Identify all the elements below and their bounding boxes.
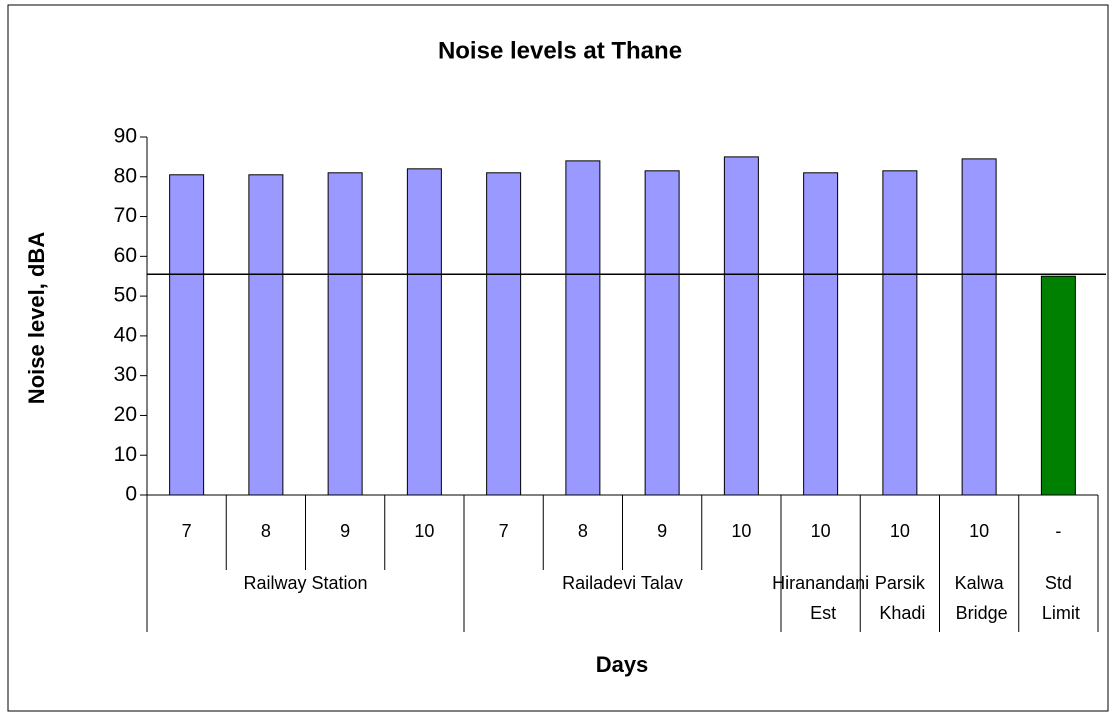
x-tick-label: 8 (578, 521, 588, 541)
bar (169, 174, 205, 496)
chart-title: Noise levels at Thane (438, 37, 682, 64)
x-tick-label: - (1055, 521, 1061, 541)
y-tick-label: 60 (114, 244, 137, 267)
x-tick-label: 9 (340, 521, 350, 541)
y-tick-label: 10 (114, 443, 137, 466)
bar (961, 158, 997, 496)
bar (882, 170, 918, 496)
bar (406, 168, 442, 496)
y-tick-label: 50 (114, 284, 137, 307)
x-axis-label: Days (596, 652, 649, 677)
x-tick-label: 8 (261, 521, 271, 541)
bar (327, 172, 363, 496)
x-tick-label: 10 (731, 521, 751, 541)
x-tick-label: 9 (657, 521, 667, 541)
bar (1040, 275, 1076, 496)
bar (248, 174, 284, 496)
x-tick-label: 7 (499, 521, 509, 541)
bar (565, 160, 601, 496)
bar (486, 172, 522, 496)
bar (723, 156, 759, 496)
x-tick-label: 10 (414, 521, 434, 541)
x-tick-label: 10 (890, 521, 910, 541)
y-tick-label: 40 (114, 323, 137, 346)
group-label: Std Limit (1037, 573, 1080, 623)
group-label: Hiranandani Est (772, 573, 869, 623)
y-tick-label: 0 (125, 483, 137, 506)
x-tick-label: 10 (811, 521, 831, 541)
bar (803, 172, 839, 496)
y-tick-label: 70 (114, 204, 137, 227)
group-label: Kalwa Bridge (951, 573, 1008, 623)
y-tick-label: 90 (114, 125, 137, 148)
group-label: Parsik Khadi (874, 573, 926, 623)
x-tick-label: 7 (182, 521, 192, 541)
y-tick-label: 30 (114, 363, 137, 386)
group-label: Railadevi Talav (562, 573, 683, 593)
group-label: Railway Station (243, 573, 367, 593)
x-tick-label: 10 (969, 521, 989, 541)
bar (644, 170, 680, 496)
y-axis-label: Noise level, dBA (24, 232, 49, 405)
y-tick-label: 20 (114, 403, 137, 426)
y-tick-label: 80 (114, 164, 137, 187)
